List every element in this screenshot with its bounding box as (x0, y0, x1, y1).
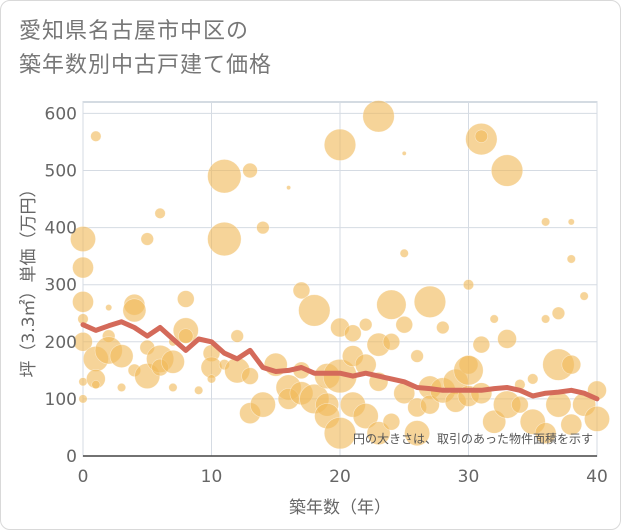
data-bubble (256, 221, 270, 235)
data-bubble (401, 150, 407, 156)
data-bubble (178, 328, 194, 344)
data-bubble (436, 320, 450, 335)
data-bubble (376, 289, 407, 320)
data-bubble (453, 355, 484, 386)
data-bubble (70, 226, 96, 252)
data-bubble (359, 318, 373, 332)
y-tick-label: 600 (45, 104, 77, 124)
data-bubble (413, 285, 447, 318)
data-bubble (566, 254, 576, 264)
data-bubble (207, 159, 242, 194)
data-bubble (511, 395, 529, 414)
x-tick-label: 20 (329, 467, 351, 487)
data-bubble (395, 315, 413, 334)
x-tick-label: 10 (201, 467, 223, 487)
data-bubble (117, 382, 127, 392)
data-bubble (91, 380, 101, 390)
data-bubble (382, 333, 401, 351)
data-bubble (122, 298, 147, 323)
data-bubble (323, 417, 357, 450)
average-price-line (80, 319, 600, 402)
data-bubble (541, 314, 551, 324)
data-bubble (298, 294, 331, 327)
data-bubble (497, 329, 517, 349)
data-bubble (207, 374, 217, 384)
x-tick-label: 40 (586, 467, 608, 487)
data-bubble (560, 413, 583, 436)
data-bubble (105, 304, 113, 311)
data-bubble (73, 332, 93, 352)
data-bubble (404, 420, 431, 447)
data-bubble (490, 154, 524, 187)
data-bubble (382, 413, 401, 431)
data-bubble (207, 221, 242, 257)
data-bubble (154, 207, 166, 219)
data-bubble (352, 403, 379, 429)
data-bubble (72, 291, 94, 313)
data-bubble (344, 324, 362, 342)
data-bubble (230, 329, 244, 343)
data-bubble (249, 391, 276, 418)
chart-title-line-1: 愛知県名古屋市中区の (19, 19, 250, 44)
y-tick-label: 400 (45, 219, 77, 239)
y-axis-title: 坪（3.3㎡）単価（万円） (19, 180, 39, 377)
data-bubble (241, 367, 259, 385)
data-bubble (109, 344, 134, 368)
data-bubble (527, 373, 539, 385)
chart-title: 愛知県名古屋市中区の 築年数別中古戸建て価格 (19, 15, 272, 83)
data-bubble (242, 162, 258, 179)
x-tick-label: 0 (78, 467, 89, 487)
data-bubble (579, 291, 589, 301)
data-bubble (78, 394, 88, 404)
data-bubble (474, 129, 488, 143)
y-tick-label: 300 (45, 276, 77, 296)
data-bubble (78, 377, 88, 387)
data-bubble (168, 382, 178, 392)
data-bubble (584, 405, 610, 432)
data-bubble (399, 248, 409, 258)
data-bubble (541, 217, 551, 227)
data-bubble (366, 421, 391, 446)
data-bubble (177, 290, 195, 308)
data-bubble (470, 382, 493, 404)
data-bubble (194, 385, 204, 395)
y-tick-label: 200 (45, 333, 77, 353)
y-tick-label: 500 (45, 162, 77, 182)
data-bubble (323, 128, 357, 161)
x-tick-label: 30 (458, 467, 480, 487)
data-bubble (410, 349, 424, 363)
data-bubble (545, 391, 572, 418)
data-bubble (534, 422, 557, 444)
bubbles-layer (70, 100, 610, 450)
data-bubble (567, 218, 575, 226)
size-annotation: 円の大きさは、取引のあった物件面積を示す (353, 431, 593, 446)
data-bubble (462, 279, 475, 291)
data-bubble (286, 185, 291, 191)
data-bubble (161, 349, 185, 374)
x-axis-title: 築年数（年） (289, 498, 391, 518)
data-bubble (362, 100, 395, 133)
y-tick-label: 100 (45, 390, 77, 410)
data-bubble (72, 256, 94, 279)
data-bubble (551, 306, 566, 320)
data-bubble (140, 232, 154, 246)
data-bubble (292, 281, 311, 300)
trend-line-layer (80, 319, 600, 402)
chart-title-line-2: 築年数別中古戸建て価格 (19, 53, 273, 78)
y-tick-label: 0 (66, 447, 77, 467)
data-bubble (489, 314, 499, 324)
data-bubble (90, 130, 102, 142)
data-bubble (561, 354, 582, 375)
data-bubble (472, 335, 491, 354)
